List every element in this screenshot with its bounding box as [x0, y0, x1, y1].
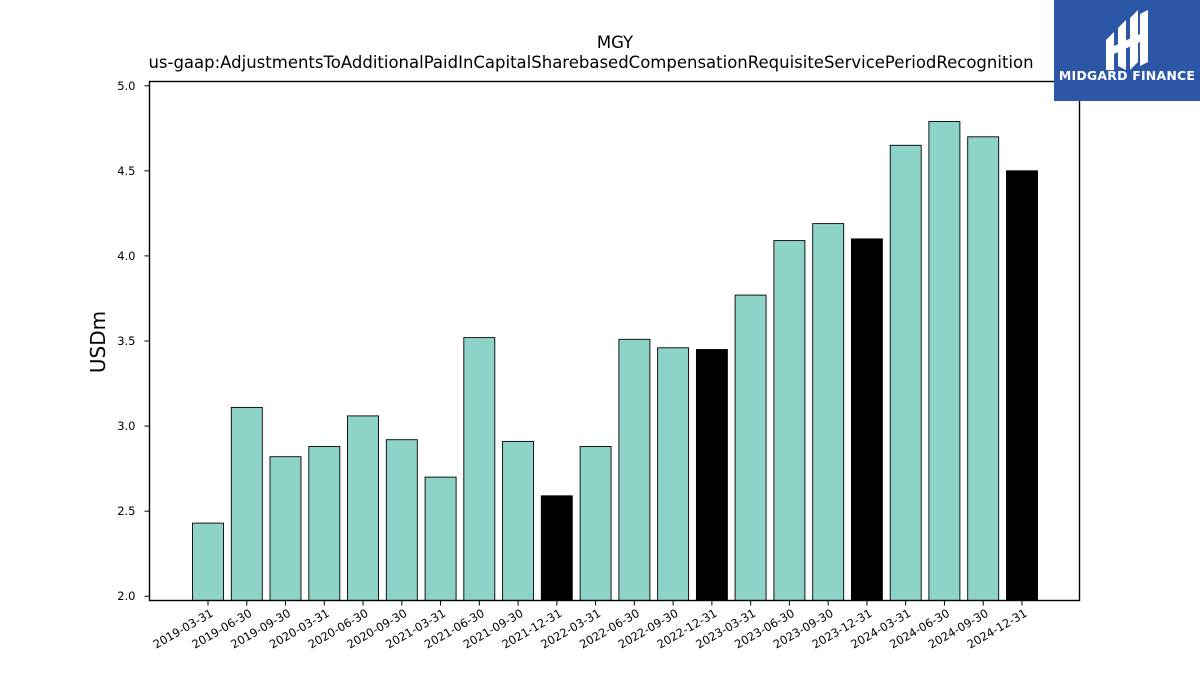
chart-subtitle: us-gaap:AdjustmentsToAdditionalPaidInCap… — [148, 53, 1033, 72]
bar-2023-03-31 — [734, 294, 767, 601]
bar-2024-03-31 — [889, 144, 922, 601]
bar-2019-03-31 — [192, 522, 224, 601]
bar-2020-03-31 — [308, 446, 341, 601]
bar-2019-06-30 — [230, 406, 263, 601]
bar-2023-09-30 — [812, 223, 845, 601]
y-axis-label: USDm — [86, 311, 110, 373]
logo-text: MIDGARD FINANCE — [1058, 68, 1196, 83]
bar-2019-09-30 — [269, 456, 302, 601]
x-axis: 2019-03-312019-06-302019-09-302020-03-31… — [151, 600, 1029, 652]
y-tick-label: 4.0 — [117, 249, 135, 263]
y-tick-label: 3.0 — [117, 419, 135, 433]
bar-2020-09-30 — [385, 439, 418, 601]
y-tick-label: 2.0 — [117, 589, 135, 603]
y-axis: 2.0 2.5 3.0 3.5 4.0 4.5 5.0 — [117, 79, 150, 603]
bar-2022-09-30 — [657, 347, 690, 601]
bar-2022-06-30 — [618, 338, 651, 601]
bar-2024-06-30 — [928, 121, 961, 601]
bar-2021-03-31 — [424, 476, 457, 601]
y-tick-label: 4.5 — [117, 164, 135, 178]
y-tick-label: 5.0 — [117, 79, 135, 93]
bar-2022-03-31 — [579, 446, 612, 601]
bar-2024-12-31 — [1006, 170, 1038, 601]
y-tick-label: 3.5 — [117, 334, 135, 348]
bars-group — [192, 121, 1038, 601]
y-tick-label: 2.5 — [117, 504, 135, 518]
chart-title: MGY — [597, 33, 634, 52]
bar-2020-06-30 — [347, 415, 379, 601]
midgard-finance-logo: MIDGARD FINANCE — [1054, 0, 1200, 101]
logo-mark-icon — [1106, 10, 1148, 70]
bar-2021-09-30 — [502, 440, 535, 601]
bar-2021-06-30 — [463, 337, 496, 601]
plot-frame — [148, 80, 1081, 602]
bar-2021-12-31 — [540, 495, 573, 601]
bar-2023-12-31 — [850, 238, 883, 601]
bar-2023-06-30 — [773, 240, 806, 601]
bar-2022-12-31 — [695, 349, 728, 601]
bar-2024-09-30 — [967, 136, 1000, 601]
